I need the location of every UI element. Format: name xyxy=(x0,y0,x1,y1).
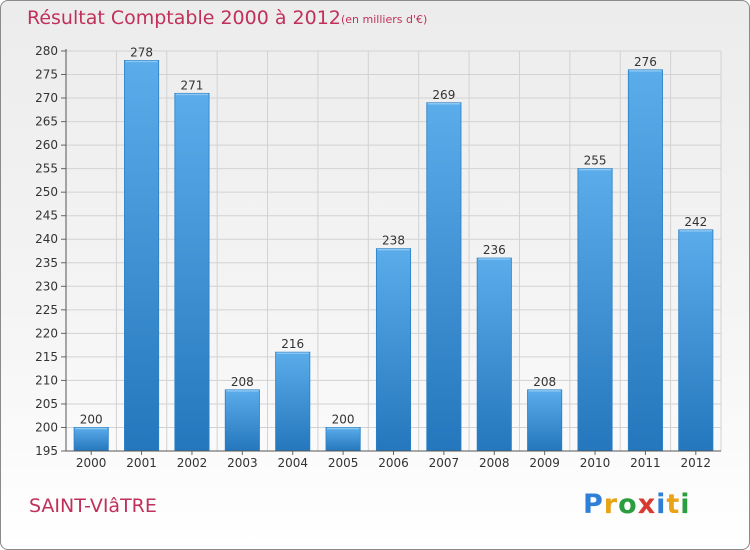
proxiti-logo: Proxiti xyxy=(583,489,693,525)
bar xyxy=(678,229,714,452)
y-tick-label: 280 xyxy=(35,44,58,58)
y-tick-label: 250 xyxy=(35,185,58,199)
value-label: 238 xyxy=(382,234,405,248)
value-label: 255 xyxy=(584,154,607,168)
value-label: 200 xyxy=(332,412,355,426)
y-tick-label: 245 xyxy=(35,209,58,223)
chart-title: Résultat Comptable 2000 à 2012 xyxy=(27,7,341,29)
bar xyxy=(527,389,563,452)
logo-letter: i xyxy=(680,489,691,520)
y-tick-label: 195 xyxy=(35,444,58,458)
x-tick-label: 2010 xyxy=(580,456,611,470)
x-tick-label: 2004 xyxy=(277,456,308,470)
y-tick-label: 210 xyxy=(35,373,58,387)
x-tick-label: 2003 xyxy=(227,456,258,470)
logo-letter: i xyxy=(656,489,667,520)
value-label: 208 xyxy=(533,375,556,389)
bar xyxy=(577,168,613,452)
value-label: 271 xyxy=(181,78,204,92)
bar xyxy=(476,257,512,452)
logo-letter: o xyxy=(618,489,638,520)
logo-text: Proxiti xyxy=(583,489,691,520)
logo-letter: r xyxy=(603,489,619,520)
value-label: 236 xyxy=(483,243,506,257)
bar xyxy=(174,92,210,452)
y-tick-label: 255 xyxy=(35,162,58,176)
value-label: 278 xyxy=(130,45,153,59)
x-tick-label: 2012 xyxy=(681,456,712,470)
y-tick-label: 235 xyxy=(35,256,58,270)
y-tick-label: 230 xyxy=(35,279,58,293)
town-name: SAINT-VIâTRE xyxy=(29,495,157,517)
axes xyxy=(61,49,721,455)
bar xyxy=(73,427,109,452)
y-tick-label: 260 xyxy=(35,138,58,152)
value-label: 200 xyxy=(80,412,103,426)
x-tick-label: 2007 xyxy=(429,456,460,470)
value-label: 208 xyxy=(231,375,254,389)
bar xyxy=(275,351,311,452)
bar xyxy=(224,389,260,452)
bar xyxy=(325,427,361,452)
y-tick-label: 265 xyxy=(35,115,58,129)
x-tick-label: 2009 xyxy=(529,456,560,470)
y-tick-label: 270 xyxy=(35,91,58,105)
y-tick-label: 225 xyxy=(35,303,58,317)
value-label: 269 xyxy=(432,88,455,102)
bar xyxy=(375,248,412,452)
value-label: 276 xyxy=(634,55,657,69)
logo-letter: x xyxy=(637,489,657,520)
x-tick-label: 2008 xyxy=(479,456,510,470)
value-label: 216 xyxy=(281,337,304,351)
tick-labels: 195 200 205 210 215 220 225 230 235 240 245 250 255 2… xyxy=(35,44,711,470)
y-tick-label: 200 xyxy=(35,420,58,434)
x-tick-label: 2011 xyxy=(630,456,661,470)
y-tick-label: 220 xyxy=(35,326,58,340)
x-tick-label: 2002 xyxy=(177,456,208,470)
y-tick-label: 205 xyxy=(35,397,58,411)
bar xyxy=(627,69,663,452)
bar xyxy=(124,60,160,452)
y-tick-label: 215 xyxy=(35,350,58,364)
x-tick-label: 2006 xyxy=(378,456,409,470)
value-label: 242 xyxy=(684,215,707,229)
x-tick-label: 2005 xyxy=(328,456,359,470)
y-tick-label: 240 xyxy=(35,232,58,246)
x-tick-label: 2001 xyxy=(126,456,157,470)
x-tick-label: 2000 xyxy=(76,456,107,470)
logo-letter: t xyxy=(666,489,681,520)
chart-subtitle: (en milliers d'€) xyxy=(341,13,428,26)
y-tick-label: 275 xyxy=(35,68,58,82)
bar xyxy=(426,102,462,452)
bars xyxy=(73,60,714,452)
logo-letter: P xyxy=(583,489,604,520)
